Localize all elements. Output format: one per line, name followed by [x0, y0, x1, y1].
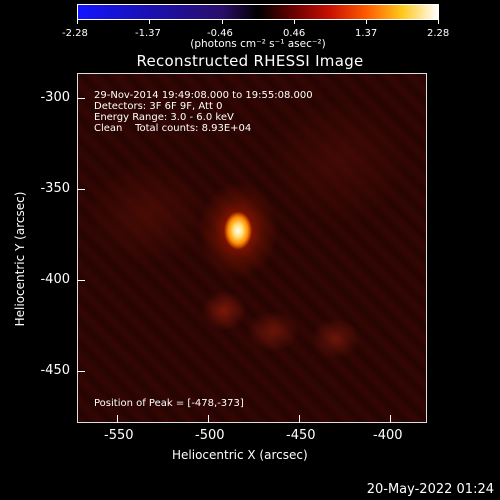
x-tick: [117, 415, 118, 423]
y-tick: [77, 371, 85, 372]
annotation-detectors: Detectors: 3F 6F 9F, Att 0: [94, 101, 223, 112]
colorbar-tick: [438, 20, 439, 24]
colorbar-tick-label: 1.37: [355, 28, 378, 39]
x-tick: [390, 415, 391, 423]
y-tick-label: -400: [40, 272, 70, 287]
x-tick-label: -550: [104, 428, 134, 443]
y-tick-label: -350: [40, 181, 70, 196]
x-tick-label: -500: [195, 428, 225, 443]
y-tick: [77, 98, 85, 99]
colorbar-tick: [222, 20, 223, 24]
colorbar: [77, 4, 439, 20]
y-tick: [77, 189, 85, 190]
x-tick-label: -450: [286, 428, 316, 443]
colorbar-tick: [294, 20, 295, 24]
x-tick: [299, 415, 300, 423]
annotation-time-range: 29-Nov-2014 19:49:08.000 to 19:55:08.000: [94, 90, 313, 101]
y-tick: [77, 280, 85, 281]
colorbar-tick-label: 0.46: [283, 28, 306, 39]
colorbar-tick-label: -2.28: [62, 28, 88, 39]
colorbar-tick-label: 2.28: [427, 28, 450, 39]
x-tick-label: -400: [373, 428, 403, 443]
annotation-peak-position: Position of Peak = [-478,-373]: [94, 398, 244, 409]
colorbar-tick: [77, 20, 78, 24]
colorbar-tick: [366, 20, 367, 24]
rhessi-image-plot: [77, 73, 427, 423]
footer-date: 20-May-2022 01:24: [366, 482, 494, 497]
colorbar-tick-label: -0.46: [207, 28, 233, 39]
colorbar-unit-label: (photons cm⁻² s⁻¹ asec⁻²): [190, 38, 326, 50]
x-axis-label: Heliocentric X (arcsec): [172, 448, 308, 462]
colorbar-tick: [149, 20, 150, 24]
image-title: Reconstructed RHESSI Image: [136, 52, 364, 70]
annotation-energy: Energy Range: 3.0 - 6.0 keV: [94, 112, 234, 123]
annotation-clean: Clean Total counts: 8.93E+04: [94, 123, 252, 134]
y-tick-label: -300: [40, 90, 70, 105]
colorbar-tick-label: -1.37: [135, 28, 161, 39]
x-tick: [208, 415, 209, 423]
y-axis-label: Heliocentric Y (arcsec): [13, 191, 27, 327]
y-tick-label: -450: [40, 363, 70, 378]
